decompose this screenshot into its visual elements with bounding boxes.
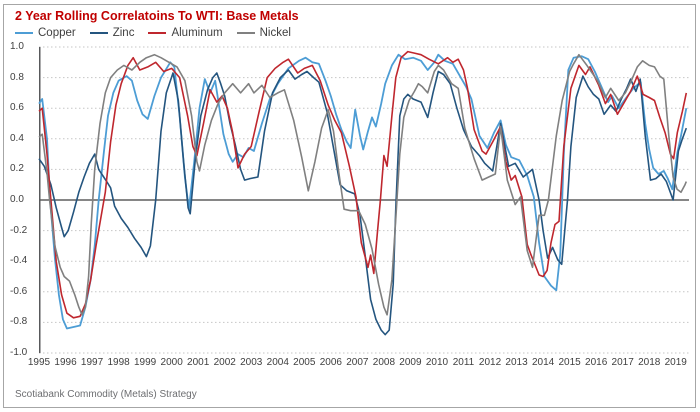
x-tick-label: 2001 [187,357,210,368]
series-line-nickel [38,53,688,316]
chart-frame: 2 Year Rolling Correlatoins To WTI: Base… [3,4,696,408]
y-tick-label: -1.0 [10,347,28,358]
y-tick-label: 0.2 [10,163,24,175]
legend-swatch-aluminum [148,32,167,34]
x-tick-label: 2003 [240,357,263,368]
x-tick-label: 1997 [80,357,104,368]
x-tick-label: 1999 [133,357,157,368]
x-tick-label: 1998 [107,357,130,368]
y-tick-label: 1.0 [10,41,24,52]
x-tick-label: 2009 [399,357,422,368]
legend-item-copper: Copper [15,27,76,39]
y-tick-label: 0.8 [10,71,24,83]
x-tick-label: 1995 [27,357,51,368]
legend-item-nickel: Nickel [236,27,291,39]
y-tick-label: -0.2 [10,224,28,236]
legend-item-zinc: Zinc [89,27,135,39]
series-line-aluminum [38,50,688,319]
x-tick-label: 2002 [213,357,236,368]
legend: Copper Zinc Aluminum Nickel [15,26,305,40]
y-tick-label: 0.6 [10,102,24,114]
x-tick-label: 2008 [372,357,396,368]
legend-item-aluminum: Aluminum [148,27,223,39]
legend-label: Copper [38,27,76,39]
y-tick-label: -0.6 [10,285,28,297]
x-tick-label: 2014 [531,357,555,368]
series-line-copper [38,53,688,330]
legend-label: Zinc [112,27,135,39]
x-tick-label: 2016 [585,357,608,368]
x-tick-label: 1996 [54,357,77,368]
x-tick-label: 2017 [611,357,634,368]
x-tick-label: 2006 [319,357,342,368]
source-note: Scotiabank Commodity (Metals) Strategy [15,389,197,400]
x-tick-label: 2018 [638,357,661,368]
legend-swatch-nickel [236,32,255,34]
x-tick-label: 2005 [293,357,316,368]
y-tick-label: -0.8 [10,316,28,328]
legend-label: Nickel [259,27,291,39]
y-tick-label: 0.0 [10,194,24,205]
x-tick-label: 2010 [425,357,449,368]
plot-area [38,46,689,354]
legend-label: Aluminum [171,27,223,39]
x-tick-label: 2011 [452,357,475,368]
y-tick-label: 0.4 [10,132,24,144]
y-tick-label: -0.4 [10,255,28,267]
x-tick-label: 2007 [346,357,369,368]
x-tick-label: 2019 [664,357,687,368]
series-line-zinc [38,69,688,336]
x-tick-label: 2000 [160,357,183,368]
x-tick-label: 2012 [478,357,502,368]
legend-swatch-copper [15,32,33,34]
x-tick-label: 2013 [505,357,528,368]
chart-title: 2 Year Rolling Correlatoins To WTI: Base… [15,9,299,23]
legend-swatch-zinc [89,32,108,34]
x-tick-label: 2004 [266,357,289,368]
x-tick-label: 2015 [558,357,581,368]
